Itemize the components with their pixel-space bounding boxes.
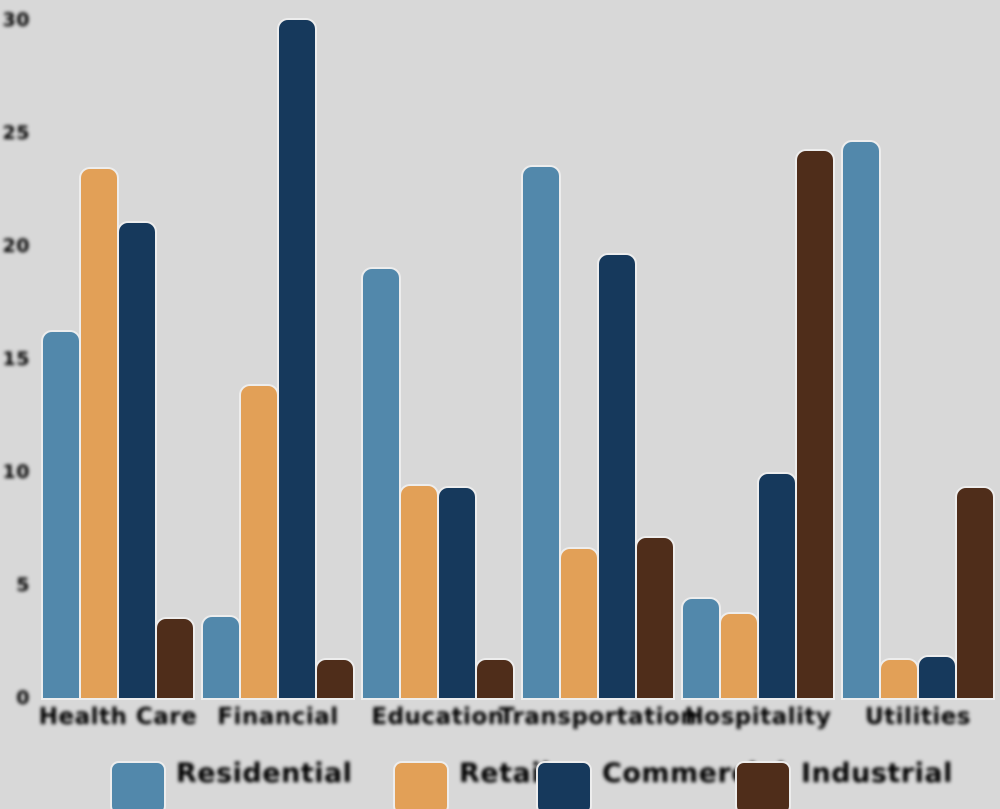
y-axis-tick-label: 25 bbox=[2, 122, 30, 144]
bar-industrial-1 bbox=[157, 619, 193, 698]
bar-industrial-6 bbox=[957, 488, 993, 698]
bar-residential-4 bbox=[523, 167, 559, 698]
y-axis-tick-label: 30 bbox=[2, 9, 30, 31]
legend-swatch-icon bbox=[737, 763, 789, 809]
bar-retail-6 bbox=[881, 660, 917, 698]
bar-commercial-5 bbox=[759, 474, 795, 698]
y-axis-tick-label: 0 bbox=[16, 687, 30, 709]
bar-industrial-4 bbox=[637, 538, 673, 698]
x-axis-category-label: Health Care bbox=[38, 704, 198, 730]
bar-retail-1 bbox=[81, 169, 117, 698]
bar-residential-6 bbox=[843, 142, 879, 698]
y-axis-tick-label: 10 bbox=[2, 461, 30, 483]
legend-swatch-icon bbox=[538, 763, 590, 809]
legend-label: Residential bbox=[176, 758, 353, 789]
y-axis-tick-label: 15 bbox=[2, 348, 30, 370]
legend-swatch-icon bbox=[112, 763, 164, 809]
x-axis-category-label: Utilities bbox=[865, 704, 971, 730]
bar-residential-1 bbox=[43, 332, 79, 698]
y-axis-tick-label: 20 bbox=[2, 235, 30, 257]
bar-retail-5 bbox=[721, 614, 757, 698]
bar-residential-3 bbox=[363, 269, 399, 698]
bar-industrial-5 bbox=[797, 151, 833, 698]
bar-commercial-1 bbox=[119, 223, 155, 698]
bar-residential-5 bbox=[683, 599, 719, 698]
x-axis-category-label: Education bbox=[371, 704, 505, 730]
x-axis-category-label: Hospitality bbox=[684, 704, 832, 730]
bar-retail-2 bbox=[241, 386, 277, 698]
bar-commercial-3 bbox=[439, 488, 475, 698]
legend: Residential Retail Commercial Industrial bbox=[0, 748, 1000, 809]
legend-label: Industrial bbox=[801, 758, 953, 789]
bar-commercial-2 bbox=[279, 20, 315, 698]
x-axis-category-label: Financial bbox=[217, 704, 339, 730]
bar-commercial-4 bbox=[599, 255, 635, 698]
bar-commercial-6 bbox=[919, 657, 955, 698]
bar-industrial-3 bbox=[477, 660, 513, 698]
y-axis-tick-label: 5 bbox=[16, 574, 30, 596]
x-axis-category-label: Transportation bbox=[498, 704, 698, 730]
bar-retail-4 bbox=[561, 549, 597, 698]
bar-industrial-2 bbox=[317, 660, 353, 698]
legend-swatch-icon bbox=[395, 763, 447, 809]
bar-retail-3 bbox=[401, 486, 437, 698]
legend-label: Retail bbox=[459, 758, 551, 789]
bar-residential-2 bbox=[203, 617, 239, 698]
